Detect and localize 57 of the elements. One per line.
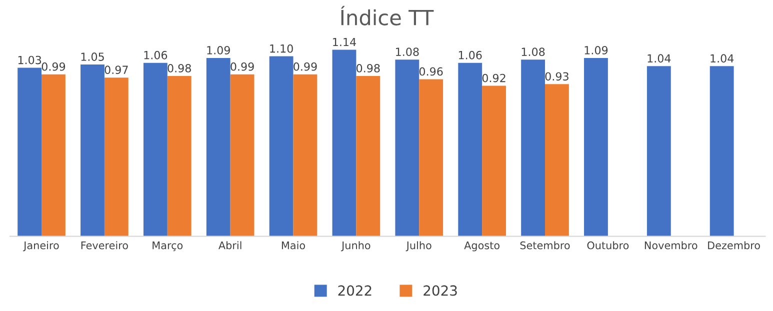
x-tick-label: Outubro: [587, 241, 629, 250]
data-label: 0.93: [545, 72, 568, 81]
bar: [395, 60, 420, 236]
bar: [356, 76, 380, 236]
data-label: 0.98: [356, 64, 380, 72]
bar: [143, 62, 168, 236]
data-label: 1.03: [18, 56, 42, 64]
data-label: 1.06: [458, 50, 482, 60]
bar: [544, 84, 569, 236]
data-label: 1.09: [207, 46, 230, 54]
x-tick-label: Abril: [218, 241, 242, 250]
data-label: 0.98: [168, 64, 191, 72]
bar: [332, 50, 356, 236]
bar: [167, 76, 192, 236]
data-label: 1.09: [584, 46, 608, 54]
x-tick-label: Junho: [341, 241, 370, 252]
data-label: 1.14: [333, 38, 356, 46]
x-tick-label: Março: [152, 242, 183, 252]
bar: [104, 78, 128, 236]
bar: [521, 60, 545, 236]
bar: [482, 86, 506, 236]
bar: [269, 56, 294, 236]
bar: [42, 74, 66, 236]
legend-label: 2022: [338, 285, 372, 296]
data-label: 1.06: [144, 50, 168, 60]
data-label: 1.04: [648, 54, 671, 63]
legend-label: 2023: [424, 285, 457, 296]
bar: [710, 66, 734, 236]
data-label: 1.05: [81, 52, 104, 61]
data-label: 0.97: [104, 66, 128, 74]
bar: [230, 74, 254, 236]
data-label: 0.92: [482, 74, 506, 82]
x-tick-label: Novembro: [644, 241, 698, 250]
bar: [584, 58, 608, 236]
bar: [458, 62, 482, 236]
x-tick-label: Setembro: [520, 241, 570, 250]
data-label: 1.08: [522, 48, 545, 56]
x-tick-label: Agosto: [464, 242, 500, 252]
x-tick-label: Dezembro: [708, 241, 760, 250]
bar: [206, 58, 230, 236]
bar: [18, 68, 42, 236]
data-label: 1.08: [396, 48, 419, 56]
x-tick-label: Fevereiro: [81, 241, 128, 250]
bar: [293, 74, 318, 236]
data-label: 1.10: [270, 44, 293, 53]
x-tick-label: Maio: [282, 241, 306, 250]
data-label: 1.04: [710, 54, 734, 63]
data-label: 0.99: [294, 62, 317, 71]
x-tick-label: Janeiro: [23, 241, 59, 252]
bar: [419, 79, 444, 236]
data-label: 0.99: [42, 62, 66, 71]
data-label: 0.99: [230, 62, 254, 71]
bar: [646, 66, 671, 236]
bar: [80, 64, 104, 236]
x-tick-label: Julho: [406, 241, 432, 252]
chart-title: Índice TT: [340, 6, 434, 26]
data-label: 0.96: [419, 67, 443, 76]
